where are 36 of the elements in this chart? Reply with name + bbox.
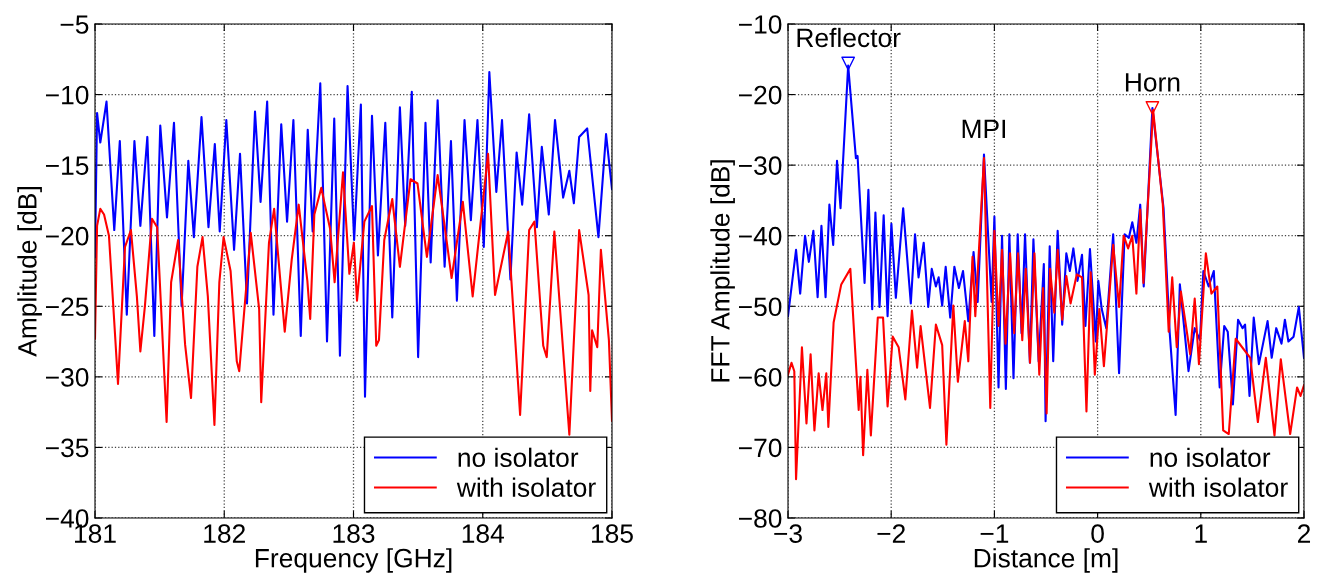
- y-tick-label: −50: [738, 297, 782, 317]
- y-axis-title: FFT Amplitude [dB]: [710, 160, 735, 382]
- x-tick-label: 184: [462, 524, 504, 543]
- x-tick-label: 185: [592, 524, 633, 543]
- y-tick-label: −60: [738, 367, 782, 387]
- y-tick-label: −25: [45, 297, 89, 317]
- legend-label: with isolator: [456, 477, 596, 497]
- y-tick-label: −15: [45, 156, 89, 175]
- legend-label: no isolator: [1150, 447, 1271, 468]
- legend-label: no isolator: [458, 447, 579, 468]
- x-axis-title: Distance [m]: [974, 548, 1118, 573]
- y-tick-label: −10: [738, 15, 782, 34]
- x-tick-label: 183: [333, 524, 375, 543]
- y-tick-label: −35: [45, 438, 89, 458]
- y-tick-label: −20: [45, 226, 89, 246]
- annotation: Reflector: [797, 27, 901, 48]
- x-tick-label: −2: [877, 524, 905, 543]
- legend-label: with isolator: [1148, 477, 1288, 497]
- y-tick-label: −5: [60, 15, 89, 34]
- line-series: [95, 152, 612, 436]
- y-tick-label: −30: [738, 156, 782, 175]
- y-tick-label: −40: [738, 226, 782, 246]
- y-tick-label: −20: [738, 85, 782, 105]
- annotation: MPI: [962, 119, 1005, 138]
- y-tick-label: −10: [45, 85, 89, 105]
- x-tick-label: 2: [1297, 524, 1311, 543]
- y-tick-label: −70: [738, 438, 782, 458]
- y-axis-title: Amplitude [dB]: [17, 187, 42, 357]
- line-series: [95, 70, 612, 398]
- x-tick-label: 182: [204, 524, 245, 543]
- x-tick-label: −1: [980, 524, 1009, 543]
- y-tick-label: −30: [45, 367, 89, 387]
- x-tick-label: 1: [1195, 524, 1207, 543]
- x-tick-label: 0: [1091, 524, 1104, 543]
- x-axis-title: Frequency [GHz]: [255, 548, 452, 573]
- annotation: Horn: [1125, 73, 1180, 92]
